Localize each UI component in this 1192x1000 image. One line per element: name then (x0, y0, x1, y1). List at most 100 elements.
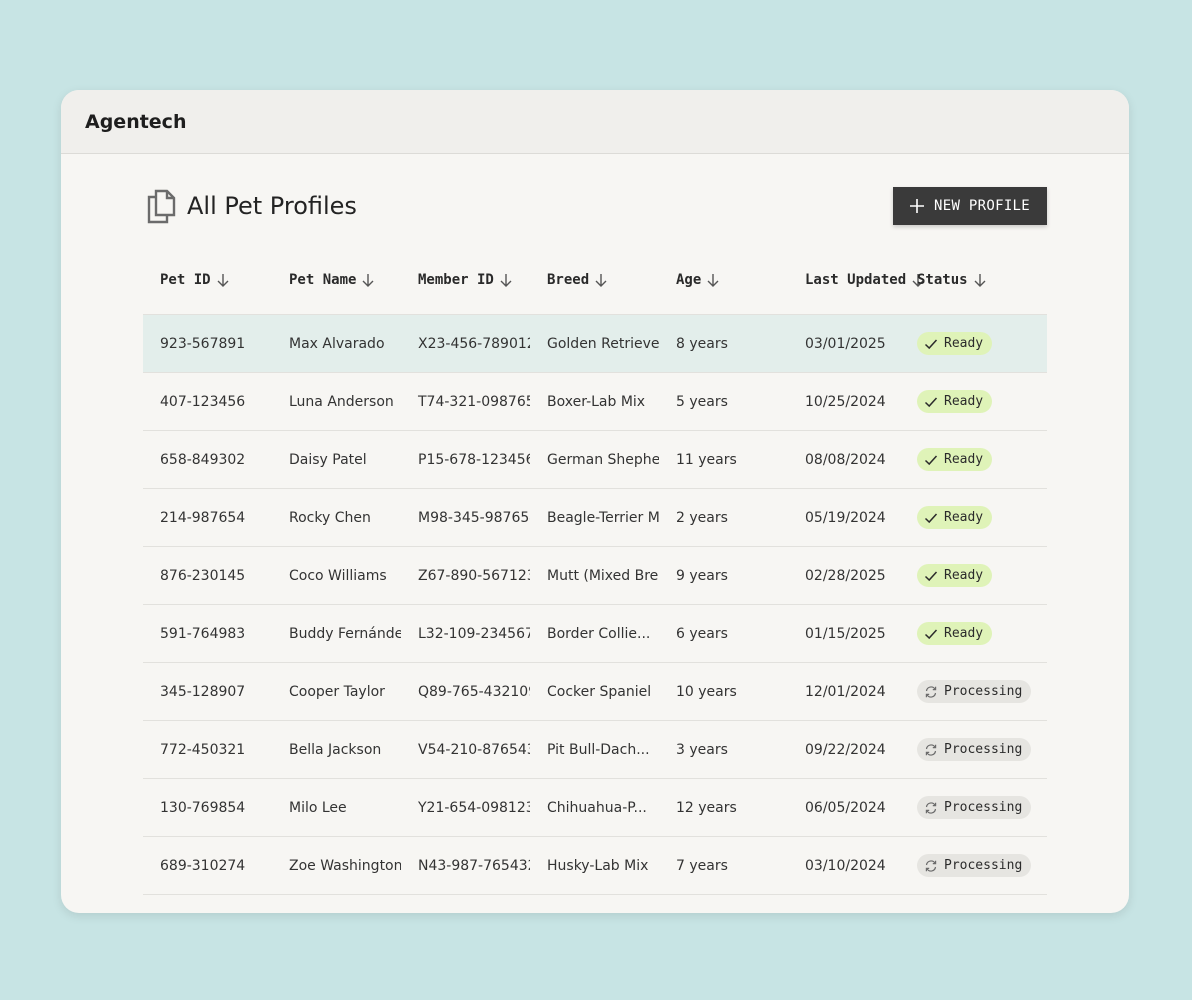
pet-id-cell: 591-764983 (143, 604, 272, 663)
column-header-age[interactable]: Age (659, 246, 788, 315)
column-header-status[interactable]: Status (917, 246, 1047, 315)
status-cell: Ready (917, 430, 1047, 489)
status-cell: Ready (917, 488, 1047, 547)
last-updated-cell: 12/01/2024 (788, 662, 917, 721)
age-cell: 2 years (659, 488, 788, 547)
pet-id-cell: 130-769854 (143, 778, 272, 837)
breed-cell: Husky-Lab Mix (530, 836, 659, 895)
checkmark-icon (924, 454, 938, 465)
column-label: Age (676, 272, 702, 288)
status-label: Processing (944, 858, 1023, 873)
column-label: Last Updated (805, 272, 907, 288)
breed-cell: Cocker Spaniel (530, 662, 659, 721)
breed-cell: Chihuahua-P... (530, 778, 659, 837)
pet-id-cell: 658-849302 (143, 430, 272, 489)
status-label: Ready (944, 452, 984, 467)
breed-cell: Beagle-Terrier Mix (530, 488, 659, 547)
pet-name-cell: Zoe Washington (272, 836, 401, 895)
status-label: Processing (944, 684, 1023, 699)
page-title: All Pet Profiles (187, 192, 357, 220)
title-group: All Pet Profiles (145, 188, 357, 224)
status-badge: Processing (917, 680, 1032, 703)
status-badge: Processing (917, 738, 1032, 761)
age-cell: 12 years (659, 778, 788, 837)
column-label: Pet Name (289, 272, 357, 288)
member-id-cell: L32-109-2345678 (401, 604, 530, 663)
member-id-cell: P15-678-1234567 (401, 430, 530, 489)
last-updated-cell: 06/05/2024 (788, 778, 917, 837)
sort-down-icon (217, 274, 229, 287)
last-updated-cell: 09/22/2024 (788, 720, 917, 779)
member-id-cell: M98-345-9876543 (401, 488, 530, 547)
pet-id-cell: 214-987654 (143, 488, 272, 547)
status-cell: Ready (917, 314, 1047, 373)
member-id-cell: X23-456-7890123 (401, 314, 530, 373)
sort-down-icon (974, 274, 986, 287)
status-label: Ready (944, 394, 984, 409)
pet-id-cell: 689-310274 (143, 836, 272, 895)
plus-icon (909, 199, 924, 213)
status-badge: Ready (917, 332, 993, 355)
pet-name-cell: Daisy Patel (272, 430, 401, 489)
status-label: Ready (944, 510, 984, 525)
last-updated-cell: 05/19/2024 (788, 488, 917, 547)
main-content: All Pet Profiles NEW PROFILE (143, 187, 1047, 895)
status-badge: Processing (917, 796, 1032, 819)
column-header-last-updated[interactable]: Last Updated (788, 246, 924, 315)
status-badge: Ready (917, 564, 993, 587)
status-label: Ready (944, 626, 984, 641)
pet-id-cell: 345-128907 (143, 662, 272, 721)
status-label: Ready (944, 336, 984, 351)
sort-down-icon (595, 274, 607, 287)
sync-icon (925, 801, 937, 814)
column-header-pet-id[interactable]: Pet ID (143, 246, 272, 315)
pet-id-cell: 923-567891 (143, 314, 272, 373)
age-cell: 11 years (659, 430, 788, 489)
column-header-breed[interactable]: Breed (530, 246, 659, 315)
sort-down-icon (707, 274, 719, 287)
breed-cell: Boxer-Lab Mix (530, 372, 659, 431)
column-header-pet-name[interactable]: Pet Name (272, 246, 401, 315)
pet-id-cell: 407-123456 (143, 372, 272, 431)
checkmark-icon (924, 628, 938, 639)
status-cell: Processing (917, 836, 1047, 895)
age-cell: 10 years (659, 662, 788, 721)
title-bar: Agentech (61, 90, 1129, 154)
member-id-cell: Y21-654-0981234 (401, 778, 530, 837)
page-header: All Pet Profiles NEW PROFILE (143, 187, 1047, 225)
status-cell: Ready (917, 546, 1047, 605)
age-cell: 3 years (659, 720, 788, 779)
breed-cell: Pit Bull-Dach... (530, 720, 659, 779)
status-badge: Processing (917, 854, 1032, 877)
sort-down-icon (362, 274, 374, 287)
checkmark-icon (924, 512, 938, 523)
member-id-cell: V54-210-8765432 (401, 720, 530, 779)
status-badge: Ready (917, 390, 993, 413)
sync-icon (925, 685, 937, 698)
age-cell: 6 years (659, 604, 788, 663)
column-header-member-id[interactable]: Member ID (401, 246, 530, 315)
pet-name-cell: Luna Anderson (272, 372, 401, 431)
last-updated-cell: 03/10/2024 (788, 836, 917, 895)
age-cell: 7 years (659, 836, 788, 895)
status-cell: Ready (917, 604, 1047, 663)
sync-icon (925, 743, 937, 756)
pet-name-cell: Rocky Chen (272, 488, 401, 547)
column-label: Status (917, 272, 968, 288)
pet-name-cell: Milo Lee (272, 778, 401, 837)
app-window: Agentech All Pet Profiles NEW PROFILE (61, 90, 1129, 913)
new-profile-button[interactable]: NEW PROFILE (893, 187, 1047, 225)
pet-name-cell: Coco Williams (272, 546, 401, 605)
status-label: Processing (944, 742, 1023, 757)
